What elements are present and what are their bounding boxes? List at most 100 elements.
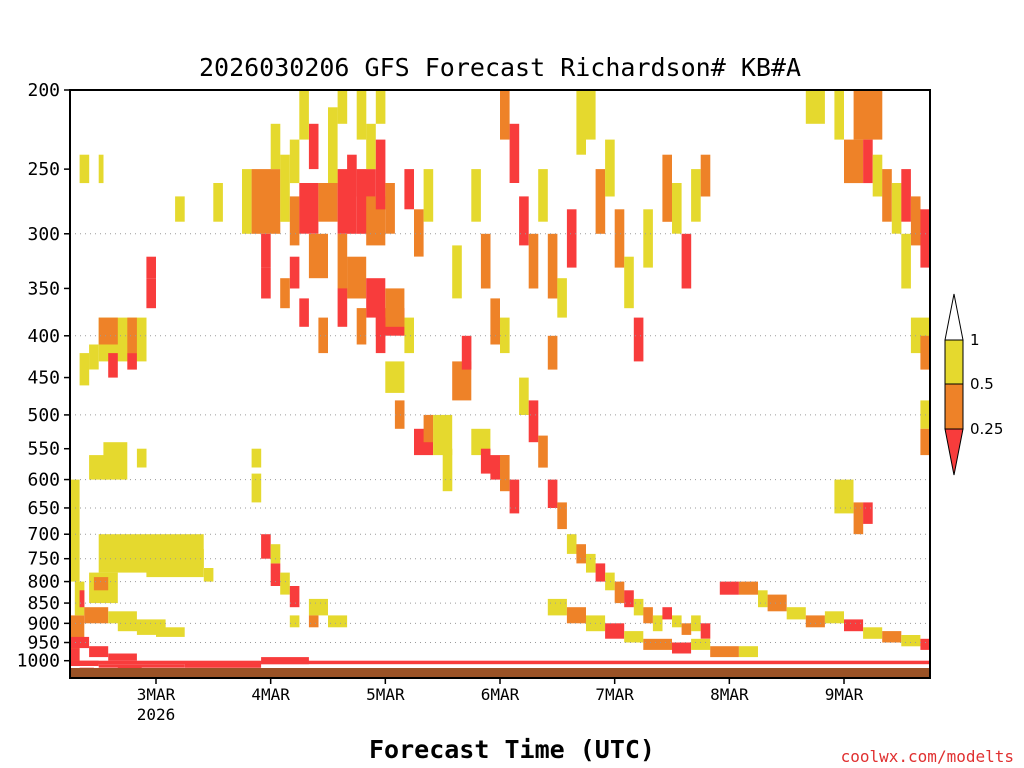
ri-cell-mid bbox=[614, 209, 625, 268]
legend-label: 0.5 bbox=[970, 375, 994, 393]
ri-cell-high bbox=[586, 553, 596, 573]
ri-cell-low bbox=[184, 662, 262, 668]
ri-cell-high bbox=[586, 90, 596, 140]
ri-cell-mid bbox=[920, 335, 930, 370]
ri-cell-low bbox=[70, 648, 80, 661]
x-tick-label: 3MAR bbox=[137, 685, 176, 704]
ri-cell-low bbox=[261, 534, 271, 559]
ri-cell-mid bbox=[853, 502, 864, 535]
ri-cell-low bbox=[79, 590, 85, 608]
ri-cell-low bbox=[261, 233, 271, 268]
ri-cell-mid bbox=[643, 607, 653, 624]
ri-cell-high bbox=[136, 623, 166, 635]
ri-cell-low bbox=[509, 479, 520, 514]
ground-bar bbox=[70, 668, 930, 678]
ri-cell-mid bbox=[385, 183, 395, 234]
ri-cell-high bbox=[280, 154, 290, 222]
ri-cell-mid bbox=[853, 90, 883, 140]
ri-cell-high bbox=[251, 448, 262, 468]
ri-cell-high bbox=[79, 154, 90, 184]
ri-cell-high bbox=[79, 353, 90, 386]
ri-cell-low bbox=[98, 664, 185, 668]
ri-cell-mid bbox=[289, 196, 300, 246]
ri-cell-mid bbox=[347, 256, 367, 299]
ri-cell-mid bbox=[566, 607, 586, 624]
y-tick-label: 450 bbox=[27, 368, 60, 389]
ri-cell-mid bbox=[547, 233, 558, 299]
ri-cell-mid bbox=[614, 581, 625, 604]
ri-cell-low bbox=[270, 563, 281, 586]
ri-cell-mid bbox=[337, 233, 348, 289]
ri-cell-low bbox=[662, 607, 672, 620]
ri-cell-mid bbox=[308, 233, 328, 279]
ri-cell-high bbox=[452, 245, 462, 299]
legend-swatch bbox=[944, 428, 964, 476]
ri-cell-mid bbox=[643, 638, 672, 650]
ri-cell-low bbox=[566, 209, 577, 268]
x-axis-label: Forecast Time (UTC) bbox=[369, 735, 655, 764]
ri-cell-mid bbox=[557, 502, 567, 530]
ri-cell-high bbox=[643, 209, 653, 268]
ri-cell-high bbox=[356, 90, 367, 140]
ri-cell-mid bbox=[576, 544, 586, 564]
ri-cell-high bbox=[863, 627, 883, 639]
ri-cell-mid bbox=[767, 594, 787, 612]
y-tick-label: 250 bbox=[27, 159, 60, 180]
y-tick-label: 700 bbox=[27, 524, 60, 545]
ri-cell-low bbox=[261, 267, 271, 299]
ri-cell-high bbox=[566, 534, 577, 554]
plot-area bbox=[70, 90, 930, 678]
ri-cell-high bbox=[308, 598, 328, 616]
ri-cell-mid bbox=[920, 428, 930, 456]
ri-cell-low bbox=[863, 502, 873, 524]
ri-cell-mid bbox=[70, 615, 85, 643]
y-tick-label: 350 bbox=[27, 278, 60, 299]
ri-cell-mid bbox=[681, 623, 692, 635]
ri-cell-low bbox=[289, 586, 300, 608]
ri-cell-low bbox=[509, 123, 520, 183]
ri-cell-mid bbox=[93, 577, 109, 591]
ri-cell-high bbox=[691, 638, 711, 650]
ri-cell-low bbox=[595, 563, 606, 582]
ri-cell-mid bbox=[318, 183, 338, 222]
y-tick-label: 600 bbox=[27, 470, 60, 491]
ri-cell-mid bbox=[700, 154, 711, 197]
ri-cell-high bbox=[328, 615, 348, 628]
y-tick-label: 850 bbox=[27, 593, 60, 614]
ri-cell-low bbox=[528, 400, 539, 443]
ri-cell-high bbox=[337, 90, 348, 124]
ri-cell-mid bbox=[490, 298, 500, 345]
ri-cell-high bbox=[652, 615, 663, 632]
ri-cell-high bbox=[672, 615, 682, 628]
legend-swatch bbox=[944, 383, 964, 430]
ri-cell-low bbox=[672, 642, 692, 654]
x-tick-label: 7MAR bbox=[595, 685, 634, 704]
ri-cell-high bbox=[299, 90, 309, 140]
ri-cell-high bbox=[624, 631, 644, 643]
ri-cell-high bbox=[758, 590, 768, 608]
ri-cell-mid bbox=[882, 169, 892, 222]
ri-cell-high bbox=[633, 598, 644, 616]
ri-cell-mid bbox=[910, 196, 921, 246]
ri-cell-mid bbox=[547, 335, 558, 370]
ri-cell-high bbox=[385, 361, 405, 393]
ri-cell-low bbox=[719, 581, 739, 595]
ri-cell-high bbox=[280, 572, 290, 595]
color-legend: 1 0.5 0.25 bbox=[944, 293, 1003, 476]
ri-cell-high bbox=[433, 414, 453, 456]
ri-cell-low bbox=[375, 139, 386, 210]
ri-cell-high bbox=[738, 646, 758, 658]
y-tick-label: 950 bbox=[27, 633, 60, 654]
ri-cell-high bbox=[98, 154, 104, 184]
ri-cell-low bbox=[89, 646, 109, 658]
legend-label: 0.25 bbox=[970, 420, 1003, 438]
ri-cell-high bbox=[289, 139, 300, 184]
ri-cell-mid bbox=[500, 455, 510, 492]
ri-cell-high bbox=[805, 90, 825, 124]
ri-cell-mid bbox=[662, 154, 672, 222]
ri-cell-mid bbox=[280, 278, 290, 309]
ri-cell-low bbox=[519, 196, 529, 246]
ri-cell-high bbox=[213, 183, 223, 222]
ri-cell-low bbox=[347, 154, 357, 197]
ri-cell-high bbox=[89, 344, 99, 370]
